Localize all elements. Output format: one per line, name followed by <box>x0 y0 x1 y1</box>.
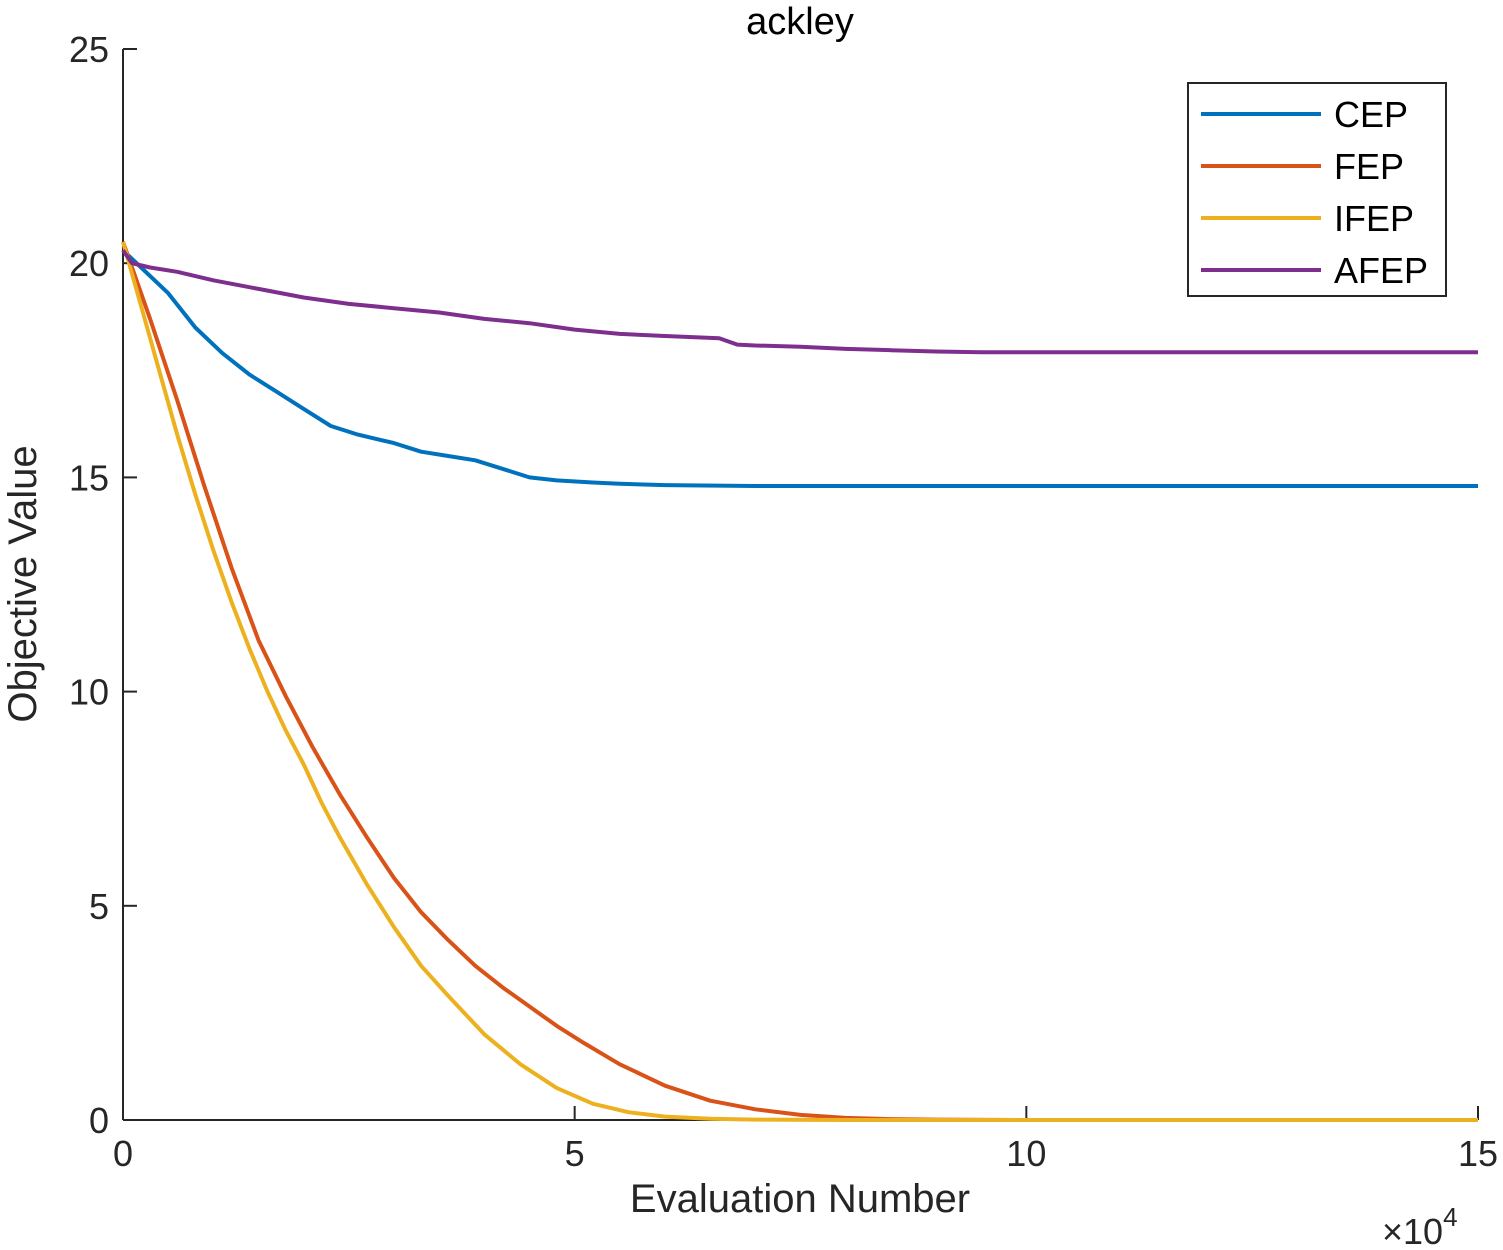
x-multiplier-base: ×10 <box>1382 1211 1443 1250</box>
x-tick-label: 10 <box>1006 1133 1046 1174</box>
legend-label-cep: CEP <box>1334 94 1408 135</box>
series-line-afep <box>121 249 1478 355</box>
series-line-cep <box>121 248 1478 488</box>
x-tick-label: 15 <box>1458 1133 1498 1174</box>
x-multiplier-exponent: 4 <box>1443 1202 1457 1232</box>
x-multiplier: ×104 <box>1382 1202 1458 1250</box>
series-line-fep <box>121 241 1478 1122</box>
y-tick-label: 0 <box>89 1100 109 1141</box>
y-axis-label: Objective Value <box>1 445 45 722</box>
legend-label-afep: AFEP <box>1334 250 1428 291</box>
chart-title: ackley <box>746 1 854 43</box>
legend-label-ifep: IFEP <box>1334 198 1414 239</box>
axis-ticks: 0 5 10 15 0 5 10 15 20 25 <box>69 29 1498 1174</box>
series-lines <box>121 241 1478 1122</box>
y-tick-label: 25 <box>69 29 109 70</box>
legend: CEP FEP IFEP AFEP <box>1187 82 1447 297</box>
x-tick-label: 0 <box>113 1133 133 1174</box>
y-tick-label: 20 <box>69 243 109 284</box>
x-axis-label: Evaluation Number <box>630 1177 970 1221</box>
y-tick-label: 5 <box>89 886 109 927</box>
legend-box <box>1187 82 1447 297</box>
series-line-ifep <box>121 241 1478 1122</box>
y-tick-label: 10 <box>69 672 109 713</box>
y-tick-label: 15 <box>69 457 109 498</box>
legend-label-fep: FEP <box>1334 146 1404 187</box>
x-tick-label: 5 <box>565 1133 585 1174</box>
